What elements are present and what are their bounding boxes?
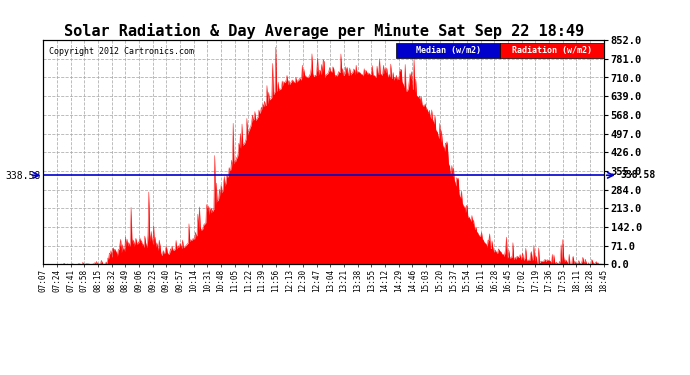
Text: Radiation (w/m2): Radiation (w/m2) (512, 46, 592, 55)
Text: Median (w/m2): Median (w/m2) (416, 46, 481, 55)
Text: 338.58: 338.58 (620, 170, 656, 180)
FancyBboxPatch shape (397, 44, 500, 58)
FancyBboxPatch shape (500, 44, 604, 58)
Title: Solar Radiation & Day Average per Minute Sat Sep 22 18:49: Solar Radiation & Day Average per Minute… (63, 23, 584, 39)
Text: Copyright 2012 Cartronics.com: Copyright 2012 Cartronics.com (49, 47, 194, 56)
